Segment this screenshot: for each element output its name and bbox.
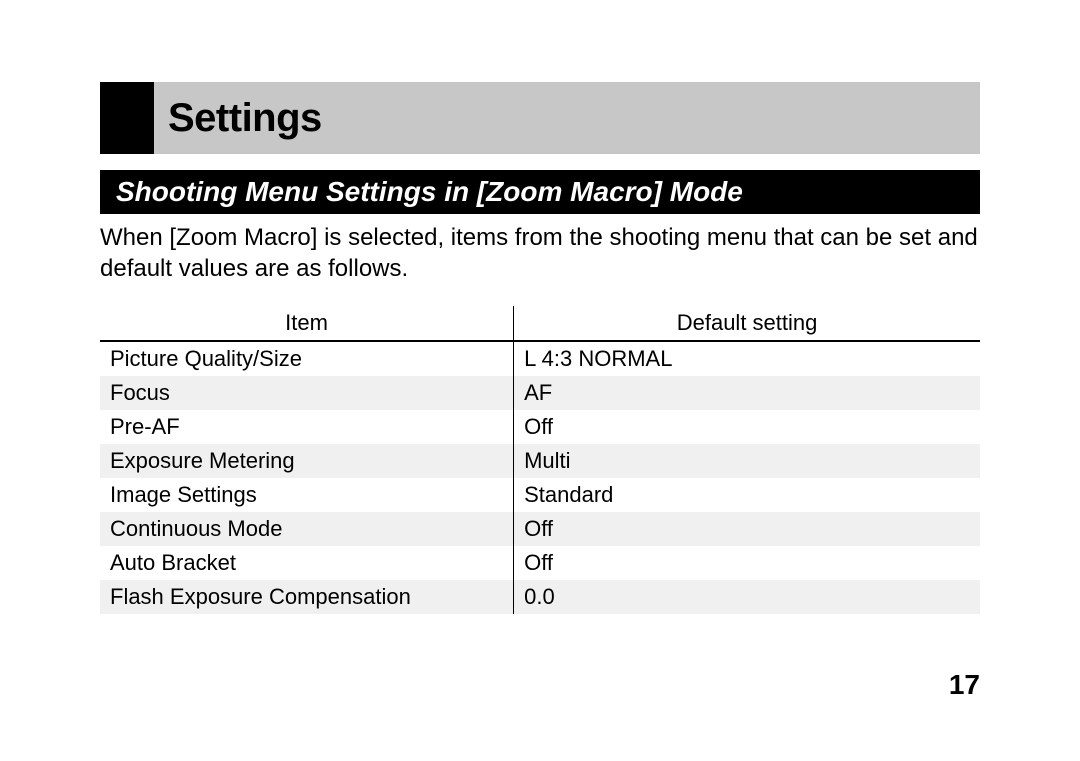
table-row: FocusAF [100,376,980,410]
table-row: Auto BracketOff [100,546,980,580]
cell-default: Off [514,546,980,580]
cell-item: Exposure Metering [100,444,514,478]
cell-default: Multi [514,444,980,478]
table-body: Picture Quality/SizeL 4:3 NORMALFocusAFP… [100,341,980,614]
cell-item: Flash Exposure Compensation [100,580,514,614]
table-row: Continuous ModeOff [100,512,980,546]
cell-default: AF [514,376,980,410]
table-header-row: Item Default setting [100,306,980,341]
cell-item: Pre-AF [100,410,514,444]
section-subheading: Shooting Menu Settings in [Zoom Macro] M… [100,170,980,214]
table-row: Image SettingsStandard [100,478,980,512]
table-row: Exposure MeteringMulti [100,444,980,478]
page-title: Settings [168,82,322,154]
table-row: Pre-AFOff [100,410,980,444]
cell-default: Off [514,410,980,444]
page-number: 17 [949,669,980,701]
header-black-box [100,82,154,154]
cell-default: 0.0 [514,580,980,614]
cell-item: Continuous Mode [100,512,514,546]
intro-paragraph: When [Zoom Macro] is selected, items fro… [100,222,980,284]
table-row: Picture Quality/SizeL 4:3 NORMAL [100,341,980,376]
cell-default: Standard [514,478,980,512]
manual-page: Settings Shooting Menu Settings in [Zoom… [0,0,1080,761]
cell-item: Image Settings [100,478,514,512]
col-header-default: Default setting [514,306,980,341]
cell-item: Focus [100,376,514,410]
col-header-item: Item [100,306,514,341]
cell-default: Off [514,512,980,546]
settings-table: Item Default setting Picture Quality/Siz… [100,306,980,614]
table-row: Flash Exposure Compensation0.0 [100,580,980,614]
cell-item: Picture Quality/Size [100,341,514,376]
cell-default: L 4:3 NORMAL [514,341,980,376]
cell-item: Auto Bracket [100,546,514,580]
